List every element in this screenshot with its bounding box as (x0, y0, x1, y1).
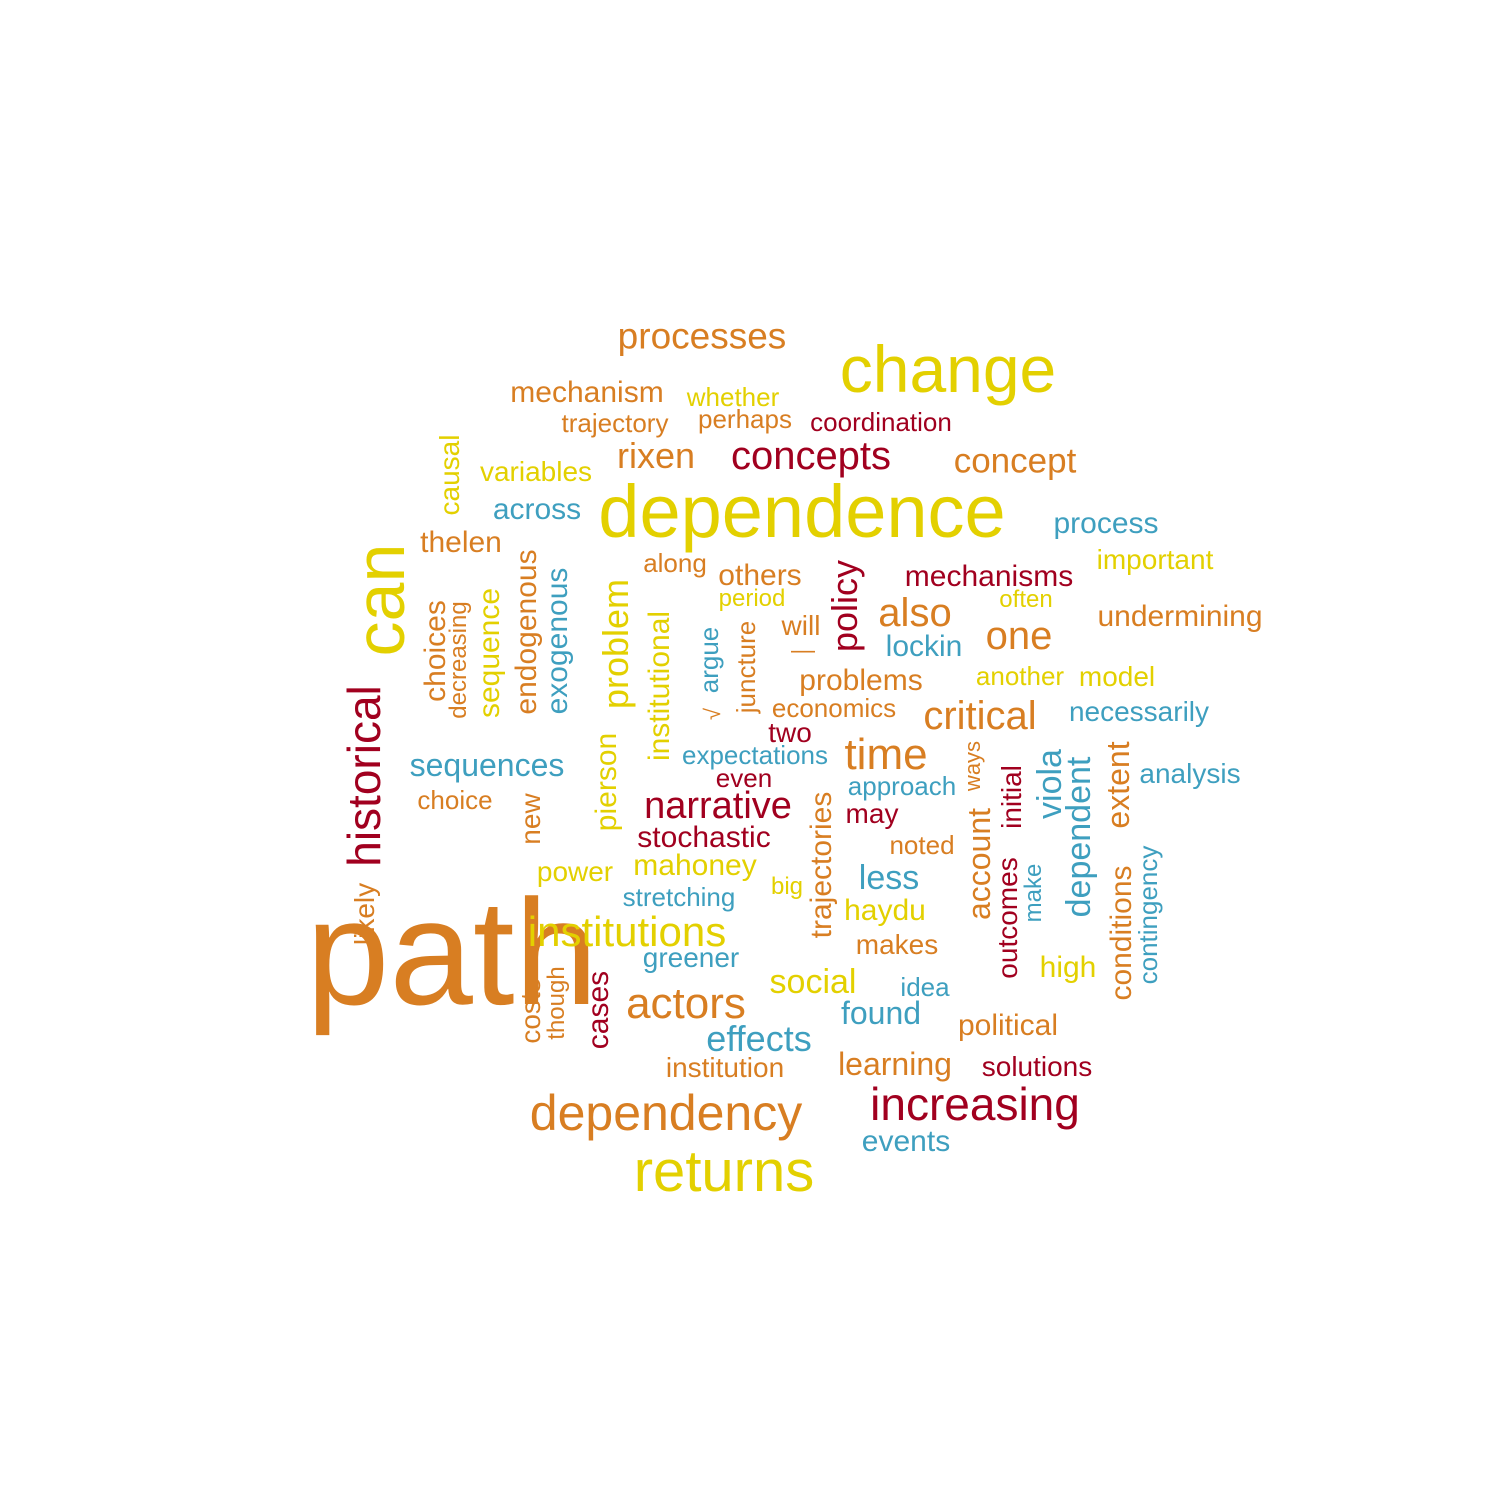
word-expectations: expectations (682, 740, 828, 770)
word-another: another (975, 661, 1065, 691)
word-dependence: dependence (598, 470, 1006, 553)
word-noted: noted (889, 830, 955, 860)
word-dependency: dependency (529, 1085, 803, 1141)
word-necessarily: necessarily (1068, 696, 1210, 727)
word-rixen: rixen (616, 435, 696, 476)
word-ways: ways (960, 740, 985, 792)
word-returns: returns (633, 1139, 815, 1204)
word-period: period (718, 585, 786, 612)
word-important: important (1096, 544, 1214, 575)
word-high: high (1039, 951, 1097, 984)
word-power: power (536, 856, 614, 887)
word-perhaps: perhaps (698, 404, 792, 434)
word-exogenous: exogenous (541, 567, 574, 715)
word-choice: choice (417, 785, 493, 815)
word-path: path (306, 868, 598, 1036)
word-actors: actors (626, 979, 746, 1028)
word-extent: extent (1100, 741, 1136, 829)
word-narrative: narrative (644, 785, 792, 827)
word-mechanisms: mechanisms (904, 560, 1074, 593)
word-lockin: lockin (885, 630, 963, 663)
word-policy: policy (824, 559, 865, 653)
word-concept: concept (953, 441, 1077, 481)
word-processes: processes (617, 315, 787, 357)
word-argue: argue (694, 626, 724, 694)
word-increasing: increasing (870, 1078, 1080, 1130)
word-causal: causal (434, 434, 465, 516)
word-make: make (1020, 863, 1047, 923)
word-new: new (515, 793, 546, 845)
word-coordination: coordination (810, 407, 952, 437)
word-learning: learning (838, 1046, 952, 1082)
word-economics: economics (771, 693, 897, 723)
word-analysis: analysis (1139, 758, 1241, 789)
word-variables: variables (479, 456, 593, 487)
word-initial: initial (996, 765, 1027, 829)
word-model: model (1078, 661, 1156, 692)
word-stochastic: stochastic (637, 821, 771, 854)
word-trajectories: trajectories (805, 791, 838, 939)
word-outcomes: outcomes (992, 857, 1023, 979)
word-time: time (844, 730, 928, 779)
word-undermining: undermining (1097, 600, 1263, 633)
word-haydu: haydu (844, 894, 926, 927)
word-social: social (769, 963, 857, 1001)
word-along: along (643, 548, 707, 578)
word-idea: idea (900, 972, 950, 1002)
word-less: less (858, 859, 920, 897)
word-makes: makes (855, 929, 939, 960)
word-trajectory: trajectory (561, 408, 669, 438)
word-solutions: solutions (981, 1051, 1093, 1082)
word-likely: likely (349, 882, 380, 946)
word-can: can (341, 543, 419, 657)
word-also: also (878, 591, 952, 635)
word-across: across (492, 493, 582, 526)
word-concepts: concepts (730, 434, 892, 478)
word-greener: greener (642, 942, 740, 973)
word-endogenous: endogenous (510, 549, 543, 715)
word-events: events (861, 1125, 951, 1158)
word-sequence: sequence (473, 587, 506, 719)
word-juncture: juncture (731, 620, 761, 714)
word-dash: — (791, 637, 815, 664)
word-though: though (543, 966, 570, 1040)
word-mahoney: mahoney (633, 849, 757, 882)
word-decreasing: decreasing (445, 601, 472, 719)
word-problems: problems (799, 664, 923, 697)
word-political: political (957, 1009, 1059, 1042)
word-cases: cases (582, 970, 615, 1050)
word-found: found (840, 995, 922, 1031)
word-sequences: sequences (409, 747, 565, 783)
word-one: one (985, 614, 1053, 658)
word-thelen: thelen (420, 526, 502, 559)
word-mechanism: mechanism (510, 376, 664, 409)
word-account: account (961, 807, 997, 921)
word-institutions: institutions (527, 908, 727, 955)
word-two: two (768, 717, 812, 748)
word-change: change (839, 332, 1057, 406)
word-even: even (715, 763, 773, 793)
word-may: may (845, 798, 899, 829)
word-critical: critical (923, 694, 1037, 738)
word-approach: approach (847, 771, 957, 801)
word-big: big (770, 873, 804, 900)
word-process: process (1053, 507, 1159, 540)
word-whether: whether (686, 382, 780, 412)
word-often: often (999, 586, 1053, 613)
word-dependent: dependent (1060, 756, 1098, 918)
word-stretching: stretching (622, 882, 736, 912)
word-pierson: pierson (590, 732, 623, 832)
word-others: others (718, 559, 802, 592)
word-will: will (781, 610, 821, 641)
word-contingency: contingency (1133, 845, 1163, 985)
word-sqrt: √ (700, 707, 725, 721)
word-historical: historical (338, 685, 390, 867)
word-institutional: institutional (643, 610, 676, 762)
word-effects: effects (706, 1018, 812, 1059)
word-problem: problem (595, 578, 636, 710)
word-costs: costs (515, 978, 546, 1044)
word-institution: institution (665, 1052, 785, 1083)
